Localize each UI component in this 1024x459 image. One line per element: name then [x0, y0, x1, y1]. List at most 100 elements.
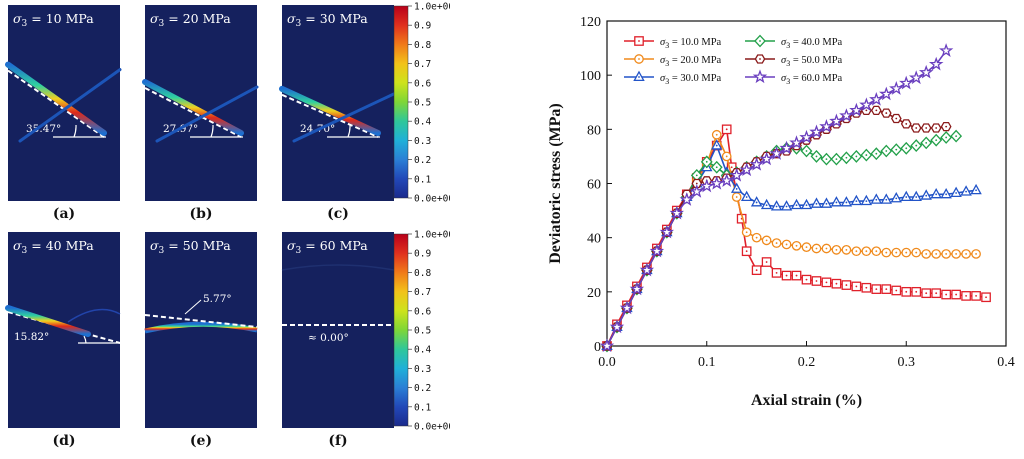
data-point-dot [805, 246, 808, 249]
data-point-dot [985, 296, 987, 299]
subfigure-label-f: (f) [328, 433, 347, 449]
simulation-panel-b: 27.97°σ3 = 20 MPa [142, 5, 259, 201]
data-point-dot [945, 293, 948, 296]
simulation-panel: 35.47°σ3 = 10 MPa (a) 27.97°σ3 = 20 MPa (b)… [0, 0, 454, 455]
data-point-dot [715, 166, 718, 169]
data-point-dot [775, 205, 778, 208]
simulation-panel-f: ≈ 0.00° σ3 = 60 MPa [281, 232, 395, 428]
data-point-dot [785, 243, 788, 246]
data-point-dot [835, 248, 838, 251]
subfigure-label-c: (c) [327, 206, 349, 222]
subfigure-label-d: (d) [52, 433, 75, 449]
simulation-background [8, 232, 120, 428]
colorbar-2: 1.0e+00 0.9 0.8 0.7 0.6 0.5 0.4 0.3 0.2 0.1 0.0e+0… [393, 230, 454, 433]
y-tick-label: 40 [587, 232, 601, 247]
simulation-background [282, 232, 394, 428]
secondary-band [292, 92, 396, 143]
data-point [799, 129, 814, 144]
data-point-dot [865, 154, 868, 156]
data-point-dot [865, 286, 868, 289]
data-point-dot [965, 190, 967, 193]
data-point-dot [805, 204, 808, 207]
simulation-background [145, 232, 257, 428]
data-point [859, 97, 874, 112]
colorbar-label: 0.6 [414, 78, 431, 89]
data-point-dot [915, 127, 918, 129]
legend-marker-dot [638, 40, 640, 42]
data-point-dot [785, 274, 788, 277]
shear-band [144, 321, 258, 334]
data-point-dot [745, 250, 748, 253]
legend-marker-dot [759, 40, 761, 42]
data-point-dot [935, 193, 938, 196]
y-tick-label: 120 [580, 15, 601, 30]
angle-label: 15.82° [14, 331, 49, 343]
faint-band [281, 264, 395, 271]
data-point-dot [875, 109, 878, 112]
data-point-dot [765, 261, 768, 263]
data-point-dot [875, 198, 878, 201]
data-point-dot [845, 156, 848, 159]
colorbar-label: 0.1 [414, 174, 431, 185]
data-point-dot [965, 294, 967, 297]
legend-marker [752, 69, 768, 84]
data-point-dot [905, 196, 908, 198]
data-point-dot [915, 251, 918, 254]
data-point-dot [795, 204, 798, 207]
angle-arc [73, 124, 77, 138]
data-point [769, 146, 784, 160]
data-point-dot [775, 242, 778, 244]
x-axis-title: Axial strain (%) [751, 392, 862, 409]
angle-arc [210, 124, 214, 138]
simulation-panel-e: 5.77° σ3 = 50 MPa [144, 232, 258, 428]
series-line [606, 135, 957, 347]
simulation-title: σ3 = 30 MPa [287, 11, 368, 29]
simulation-figure: 35.47°σ3 = 10 MPa (a) 27.97°σ3 = 20 MPa (b)… [5, 2, 454, 449]
data-point [669, 205, 685, 220]
simulation-title: σ3 = 10 MPa [13, 11, 94, 29]
colorbar-label: 0.4 [414, 345, 431, 356]
colorbar-label: 1.0e+00 [414, 230, 450, 241]
colorbar-label: 0.0e+00 [414, 422, 450, 433]
data-point-dot [945, 125, 948, 128]
data-point-dot [835, 201, 838, 204]
data-point-dot [905, 123, 908, 125]
data-point [599, 338, 615, 353]
colorbar-label: 1.0e+00 [414, 2, 450, 13]
angle-label: 5.77° [203, 293, 232, 305]
data-point-dot [815, 247, 818, 250]
shear-band [5, 305, 91, 337]
data-point [749, 156, 764, 171]
data-point-dot [865, 109, 868, 112]
simulation-panel-c: 24.70°σ3 = 30 MPa [279, 5, 396, 201]
subfigure-label-e: (e) [190, 433, 212, 449]
simulation-title: σ3 = 40 MPa [13, 238, 94, 256]
data-point-dot [955, 192, 958, 194]
data-point-dot [795, 244, 798, 247]
data-point-dot [755, 269, 758, 272]
data-point [689, 184, 705, 198]
data-point-dot [765, 239, 768, 242]
colorbar-1: 1.0e+00 0.9 0.8 0.7 0.6 0.5 0.4 0.3 0.2 0.1 0.0e+0… [393, 2, 454, 205]
data-point [879, 86, 894, 101]
data-point-dot [815, 202, 818, 205]
data-point [609, 319, 625, 334]
x-tick-label: 0.2 [798, 355, 816, 370]
legend-marker-dot [759, 58, 761, 60]
data-point [789, 135, 804, 150]
data-point-dot [935, 253, 938, 255]
data-point [819, 119, 834, 133]
series-6 [599, 43, 954, 353]
data-point-dot [835, 158, 838, 161]
legend-entry: σ3 = 20.0 MPa [660, 55, 722, 68]
data-point-dot [715, 144, 718, 147]
colorbar-label: 0.7 [414, 287, 431, 298]
data-point-dot [745, 196, 748, 198]
colorbar-label: 0.4 [414, 117, 431, 128]
data-point-dot [735, 188, 738, 190]
colorbar-label: 0.8 [414, 40, 431, 51]
shear-band [279, 85, 381, 136]
failure-plane-guide [7, 69, 105, 138]
colorbar-label: 0.2 [414, 383, 431, 394]
data-point [829, 113, 844, 128]
